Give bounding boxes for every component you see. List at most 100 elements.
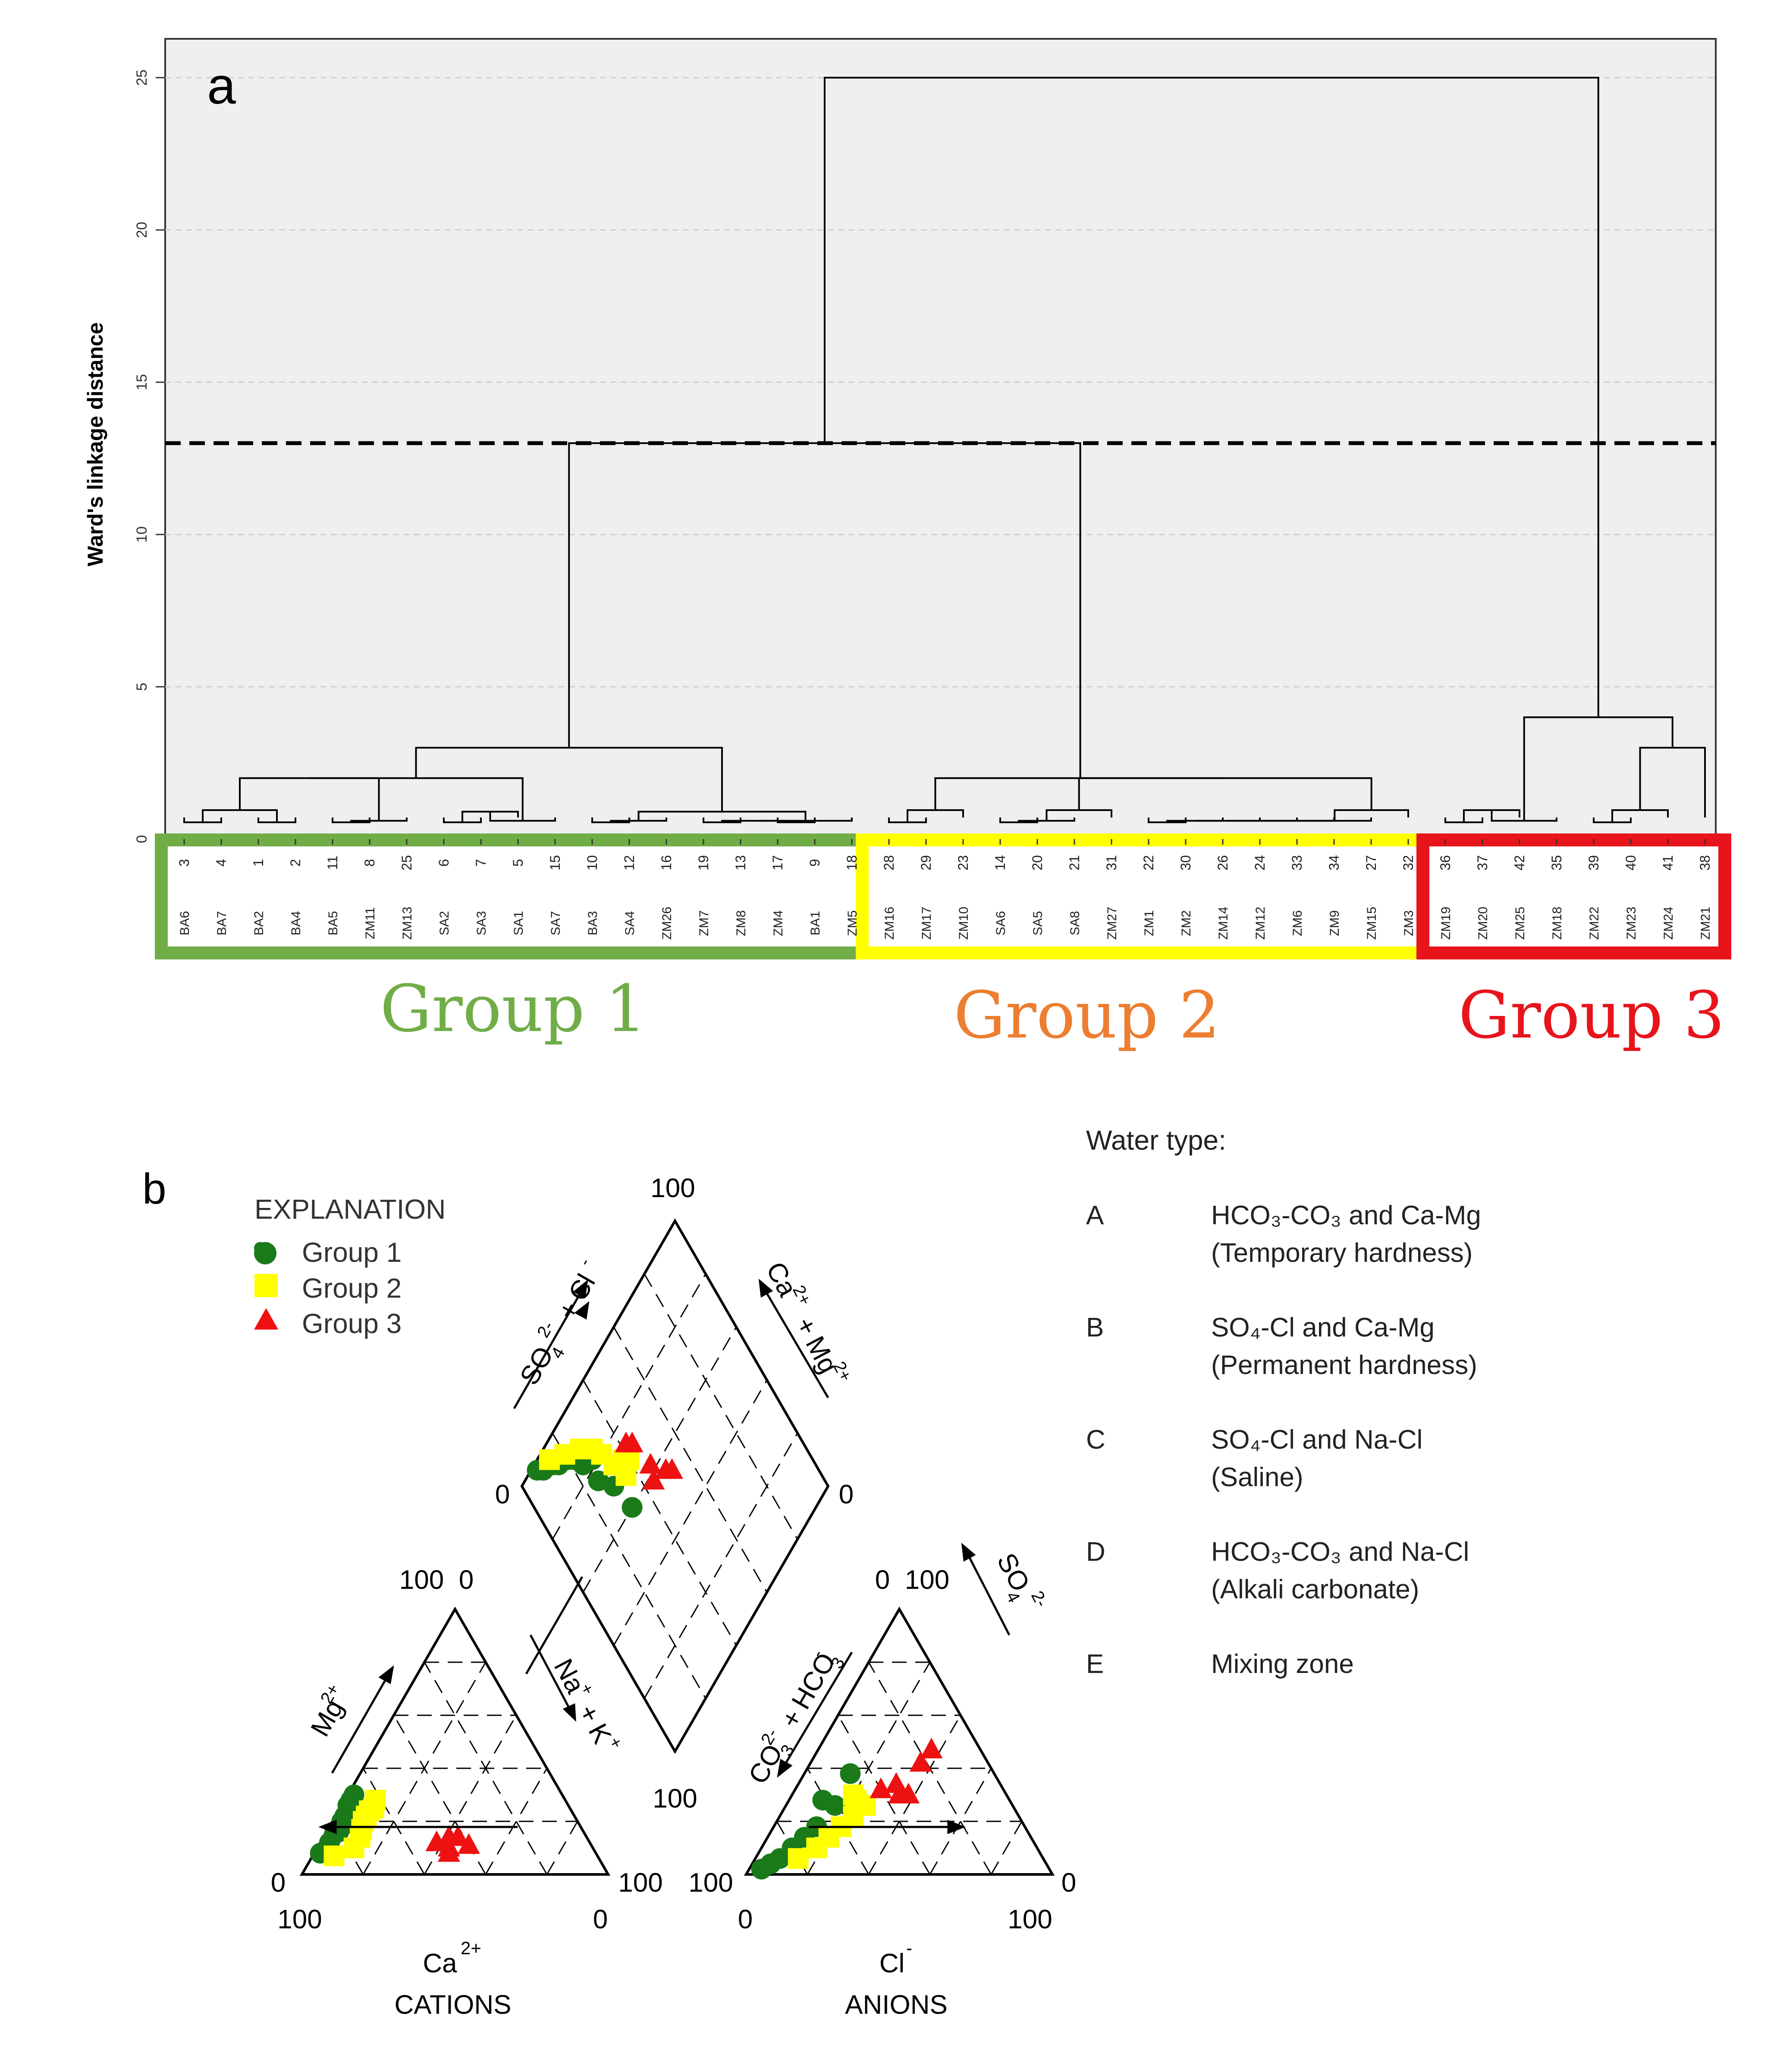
leaf-number: 32: [1400, 855, 1416, 871]
leaf-code: SA3: [474, 911, 489, 936]
leaf-code: ZM17: [920, 907, 934, 940]
leaf-number: 29: [918, 855, 934, 871]
panel-a-label: a: [207, 57, 236, 115]
diamond-gridline: [552, 1273, 706, 1540]
leaf-code: ZM2: [1179, 910, 1193, 936]
legend: EXPLANATION Group 1 Group 2 Group 3: [254, 1194, 446, 1339]
legend-marker-group-1-cluster: [254, 1242, 266, 1254]
dendrogram-link: [934, 777, 1225, 810]
leaf-number: 4: [213, 859, 229, 867]
leaf-number: 30: [1178, 855, 1193, 871]
leaf-code: BA3: [586, 911, 600, 936]
diamond-point-group-2: [618, 1449, 640, 1470]
anion-point-group-2: [788, 1848, 809, 1869]
anion-left-axis-label: CO 3 2- + HCO 3 -: [743, 1646, 848, 1789]
water-type-c-line1: SO₄-Cl and Na-Cl: [1211, 1425, 1422, 1455]
y-tick-label: 15: [134, 374, 150, 390]
leaf-code: ZM20: [1476, 907, 1490, 940]
dendrogram-link: [1298, 817, 1372, 822]
anion-point-group-2: [843, 1784, 864, 1805]
diamond-point-group-3: [639, 1453, 662, 1474]
dendrogram-link: [759, 817, 853, 822]
leaf-code: ZM13: [400, 907, 414, 940]
leaf-code: ZM9: [1328, 910, 1342, 936]
leaf-code: BA5: [326, 911, 340, 936]
anion-point-group-3: [897, 1783, 920, 1804]
piper-grid: [299, 1218, 1055, 1876]
diamond-cl-charge: -: [575, 1255, 594, 1269]
leaf-number: 18: [844, 855, 860, 871]
leaf-code: ZM3: [1402, 910, 1416, 936]
diamond-right-tick: 0: [839, 1480, 854, 1509]
anion-point-group-3: [870, 1777, 892, 1798]
y-tick-label: 0: [134, 835, 150, 843]
leaf-code: ZM14: [1216, 907, 1231, 940]
water-type-title: Water type:: [1086, 1125, 1226, 1156]
diamond-gridline: [552, 1433, 706, 1699]
water-type-letter-e: E: [1086, 1649, 1104, 1679]
leaf-number: 20: [1030, 855, 1045, 871]
diamond-gridline: [582, 1380, 737, 1646]
leaf-number: 33: [1289, 855, 1305, 871]
legend-marker-group-3: [254, 1308, 278, 1330]
leaf-code: SA1: [512, 911, 526, 936]
diamond-outline: [520, 1218, 830, 1754]
y-axis-title: Ward's linkage distance: [83, 322, 107, 566]
leaf-code: ZM19: [1439, 907, 1453, 940]
water-type-a-line2: (Temporary hardness): [1211, 1238, 1472, 1268]
y-tick-label: 5: [134, 683, 150, 691]
group-1-label: Group 1: [380, 972, 647, 1047]
so4-arrow-head: [961, 1542, 976, 1562]
leaf-number: 31: [1104, 855, 1119, 871]
leaf-code: ZM26: [660, 907, 674, 940]
leaf-number: 15: [547, 855, 563, 871]
diamond-gridline: [613, 1327, 768, 1593]
diamond-gridline: [644, 1433, 798, 1699]
leaf-code: ZM4: [771, 910, 785, 936]
cation-point-group-1: [343, 1784, 364, 1805]
legend-group-3: Group 3: [302, 1308, 402, 1339]
legend-group-2: Group 2: [302, 1273, 402, 1304]
leaf-code: ZM12: [1253, 907, 1268, 940]
group-3-label: Group 3: [1458, 978, 1725, 1053]
leaf-code: SA4: [623, 911, 637, 936]
panel-b-label: b: [142, 1165, 166, 1213]
cation-bottom-arrow-head: [318, 1820, 337, 1834]
leaf-number: 22: [1141, 855, 1156, 871]
diamond-cl-label: Cl: [563, 1269, 601, 1306]
group-2-label: Group 2: [954, 978, 1220, 1053]
leaf-number: 34: [1326, 855, 1342, 871]
leaf-numbers: 3 4 1 2 11 8 25 6 7 5 15 10 12 16 19 13 17 9 18 28 29 23 14 20 2…: [176, 839, 1713, 871]
cation-bottom-left-tick: 100: [277, 1905, 322, 1934]
anion-triangle-gridline: [929, 1768, 992, 1875]
leaf-number: 2: [288, 859, 303, 867]
leaf-code: ZM21: [1699, 907, 1713, 940]
co3-arrow-head: [777, 1759, 793, 1778]
leaf-number: 1: [251, 859, 266, 867]
leaf-number: 39: [1586, 855, 1601, 871]
leaf-number: 42: [1512, 855, 1527, 871]
leaf-number: 25: [399, 855, 414, 871]
cation-point-group-3: [447, 1825, 470, 1846]
so4-label: SO: [991, 1548, 1036, 1597]
anion-bottom-right-tick: 100: [1008, 1905, 1052, 1934]
anions-title: ANIONS: [845, 1990, 948, 2020]
leaf-code: ZM5: [845, 910, 860, 936]
plot-area: [164, 38, 1717, 840]
leaf-number: 23: [955, 855, 971, 871]
anion-left-tick: 100: [688, 1868, 733, 1898]
cation-right-tick: 100: [618, 1868, 662, 1898]
leaf-number: 24: [1252, 855, 1268, 871]
piper-points: [310, 1431, 943, 1880]
co3-arrow: [784, 1651, 853, 1765]
diamond-point-group-3: [642, 1468, 665, 1490]
leaf-code: ZM24: [1661, 907, 1676, 940]
diamond-top-tick: 100: [650, 1173, 695, 1203]
leaf-code: SA8: [1068, 911, 1082, 936]
legend-marker-group-2: [254, 1274, 278, 1297]
anion-point-group-1: [812, 1789, 833, 1811]
dendrogram-link: [309, 777, 524, 821]
diamond-right-axis-label: Ca 2+ + Mg 2+: [760, 1257, 856, 1384]
cl-charge: -: [906, 1938, 912, 1958]
cation-triangle-gridline: [546, 1821, 578, 1875]
